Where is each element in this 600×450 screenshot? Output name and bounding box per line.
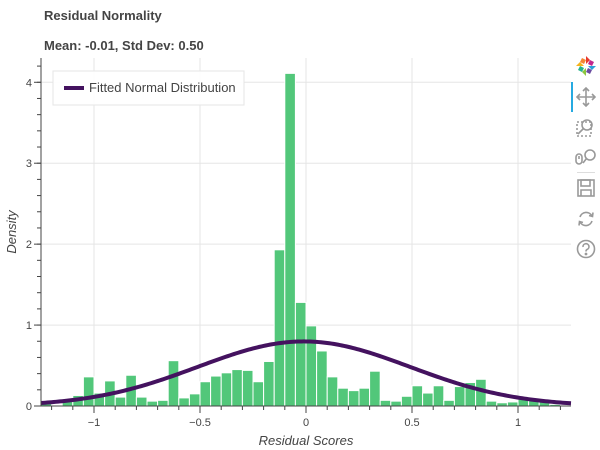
- box-zoom-icon[interactable]: [574, 115, 598, 139]
- y-tick-label: 2: [26, 239, 32, 251]
- histogram-bar: [146, 400, 159, 407]
- pan-icon[interactable]: [574, 85, 598, 109]
- histogram-bars: [40, 72, 561, 407]
- help-icon[interactable]: [574, 237, 598, 261]
- histogram-bar: [199, 381, 212, 407]
- x-axis-label: Residual Scores: [259, 433, 354, 448]
- histogram-bar: [188, 393, 201, 407]
- histogram-bar: [316, 350, 328, 407]
- histogram-bar: [294, 301, 307, 407]
- y-tick-label: 4: [26, 77, 32, 89]
- active-tool-indicator: [571, 82, 573, 112]
- legend-box: [52, 70, 245, 106]
- chart-toolbar[interactable]: [571, 54, 600, 274]
- chart-title: Residual Normality: [44, 8, 162, 23]
- y-tick-label: 0: [26, 401, 32, 413]
- save-icon[interactable]: [574, 176, 598, 200]
- histogram-bar: [326, 376, 339, 407]
- histogram-bar: [369, 370, 381, 407]
- histogram-bar: [400, 395, 413, 407]
- histogram-bar: [157, 399, 169, 407]
- histogram-bar: [305, 325, 318, 407]
- fitted-normal-line: [40, 339, 572, 406]
- x-tick-label: 0: [303, 417, 309, 429]
- histogram-bar: [390, 400, 402, 407]
- bokeh-logo-icon[interactable]: [574, 54, 598, 78]
- axes: −1 −0.5 0 0.5 1 0 1 2 3 4 Residual Scores Density: [4, 58, 571, 448]
- histogram-bar: [167, 360, 180, 407]
- histogram-bar: [273, 249, 286, 407]
- histogram-bar: [210, 375, 222, 407]
- histogram-bar: [337, 387, 349, 407]
- fitted-curve-layer: [40, 339, 572, 406]
- histogram-bar: [485, 400, 498, 407]
- x-tick-label: 0.5: [404, 417, 419, 429]
- reset-icon[interactable]: [574, 207, 598, 231]
- histogram-bar: [422, 392, 434, 407]
- histogram-bar: [284, 72, 296, 407]
- histogram-bar: [411, 385, 424, 407]
- x-tick-label: −0.5: [189, 417, 211, 429]
- histogram-bar: [231, 369, 243, 407]
- histogram-bar: [114, 396, 127, 407]
- histogram-bar: [178, 397, 190, 407]
- histogram-bar: [347, 390, 360, 407]
- histogram-bar: [263, 360, 275, 407]
- x-tick-label: 1: [515, 417, 521, 429]
- histogram-bar: [453, 386, 466, 407]
- histogram-bar: [252, 381, 265, 407]
- histogram-bar: [432, 385, 445, 407]
- histogram-bar: [241, 369, 254, 407]
- histogram-bar: [220, 372, 233, 407]
- histogram-bar: [135, 396, 148, 407]
- legend-label[interactable]: Fitted Normal Distribution: [89, 80, 236, 95]
- y-tick-label: 3: [26, 158, 32, 170]
- toolbar-separator: [577, 172, 595, 173]
- y-tick-label: 1: [26, 320, 32, 332]
- x-tick-label: −1: [88, 417, 101, 429]
- legend[interactable]: Fitted Normal Distribution: [52, 70, 245, 106]
- histogram-bar: [82, 376, 95, 407]
- histogram-bar: [379, 399, 392, 407]
- chart-subtitle: Mean: -0.01, Std Dev: 0.50: [44, 38, 204, 53]
- y-axis-label: Density: [4, 209, 19, 254]
- histogram-bar: [358, 387, 371, 407]
- wheel-zoom-icon[interactable]: [574, 146, 598, 170]
- histogram-bar: [506, 401, 519, 407]
- histogram-bar: [443, 399, 455, 407]
